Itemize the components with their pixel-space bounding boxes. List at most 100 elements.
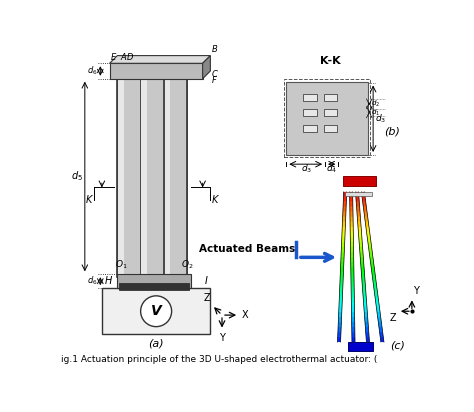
Bar [302,94,317,101]
Polygon shape [351,302,355,307]
Text: X: X [241,310,248,320]
Bar [118,73,187,276]
Polygon shape [341,262,344,267]
Text: $d_3$: $d_3$ [375,112,387,125]
Text: V: V [151,304,162,318]
Text: H: H [104,276,112,286]
Polygon shape [338,322,341,327]
Polygon shape [362,277,365,282]
Polygon shape [359,247,363,252]
Polygon shape [351,312,355,317]
Polygon shape [366,232,370,237]
Bar [324,109,337,116]
Polygon shape [351,257,354,262]
Bar [343,176,376,186]
Polygon shape [365,317,368,322]
Polygon shape [365,322,368,327]
Polygon shape [357,212,360,217]
Circle shape [141,296,172,327]
Polygon shape [202,56,210,79]
Polygon shape [374,287,377,292]
Text: ig.1 Actuation principle of the 3D U-shaped electrothermal actuator: (: ig.1 Actuation principle of the 3D U-sha… [61,356,377,364]
Polygon shape [373,282,377,287]
Polygon shape [370,257,374,262]
Polygon shape [361,267,365,272]
Text: $d_5$: $d_5$ [71,170,82,183]
Text: Z: Z [390,313,396,323]
Polygon shape [352,322,355,327]
Polygon shape [338,317,342,322]
Polygon shape [364,312,368,317]
Bar [324,125,337,132]
Text: $d_3$: $d_3$ [301,163,312,175]
Polygon shape [358,227,362,232]
Polygon shape [372,272,375,277]
Polygon shape [350,242,354,247]
Text: B: B [212,45,218,54]
Text: (b): (b) [384,126,400,136]
Polygon shape [373,277,376,282]
Polygon shape [371,267,375,272]
Polygon shape [343,197,346,202]
Polygon shape [356,202,360,207]
Text: Actuated Beams: Actuated Beams [199,244,295,254]
Text: $d_6$: $d_6$ [87,65,98,77]
Polygon shape [351,282,354,287]
Polygon shape [342,232,345,237]
Polygon shape [349,192,353,197]
Polygon shape [338,312,342,317]
Bar [324,94,337,101]
Text: E: E [111,53,117,62]
Bar [284,80,370,157]
Polygon shape [338,327,341,332]
Polygon shape [339,287,343,292]
Polygon shape [341,257,344,262]
Polygon shape [352,327,355,332]
Polygon shape [357,217,361,222]
Bar [118,274,191,288]
Text: $O_1$: $O_1$ [115,259,128,271]
Polygon shape [361,272,365,277]
Polygon shape [364,212,368,217]
Polygon shape [356,197,359,202]
Polygon shape [350,197,353,202]
Polygon shape [342,217,346,222]
Text: (a): (a) [148,338,164,348]
Polygon shape [350,207,353,212]
Text: $d_6$: $d_6$ [87,275,98,288]
Polygon shape [359,237,362,242]
Polygon shape [351,297,355,302]
Text: Z: Z [204,293,210,303]
Text: K: K [86,194,92,205]
Polygon shape [337,332,341,337]
Polygon shape [359,242,363,247]
Bar [102,288,210,335]
Polygon shape [363,287,366,292]
Text: I: I [205,276,208,286]
Text: G: G [150,276,157,286]
Polygon shape [361,192,365,197]
Polygon shape [380,332,383,337]
Polygon shape [340,272,344,277]
Polygon shape [109,56,210,63]
Polygon shape [337,337,341,342]
Polygon shape [351,292,355,297]
Polygon shape [352,332,355,337]
Polygon shape [351,262,354,267]
Polygon shape [366,337,370,342]
Polygon shape [379,327,383,332]
Text: $d_4$: $d_4$ [327,163,338,175]
Polygon shape [341,252,344,257]
Polygon shape [339,302,342,307]
Polygon shape [365,327,369,332]
Polygon shape [339,292,343,297]
Polygon shape [356,192,359,197]
Bar [347,342,373,351]
Bar [141,73,147,276]
Text: F: F [212,76,217,85]
Polygon shape [366,227,370,232]
Polygon shape [380,337,384,342]
Text: K-K: K-K [320,56,341,66]
Polygon shape [362,197,366,202]
Text: D: D [127,53,133,62]
